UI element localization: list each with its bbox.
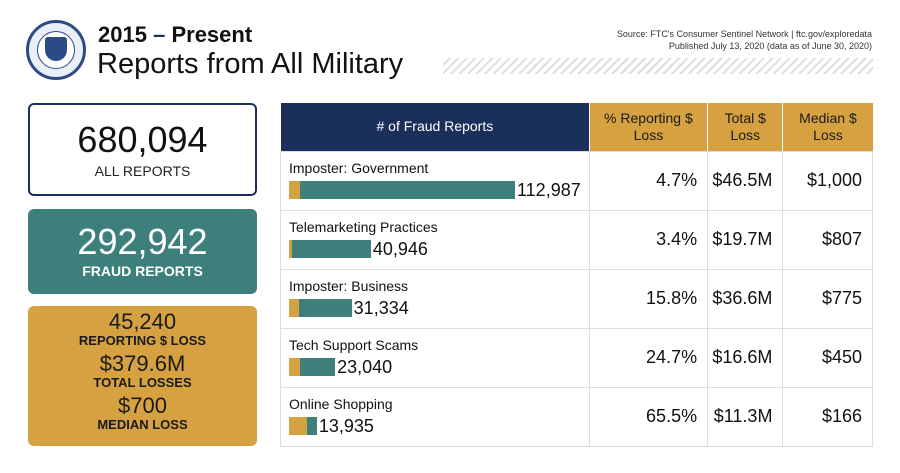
reports-bar (289, 240, 371, 258)
reports-bar (289, 181, 515, 199)
table-row: Imposter: Government 112,987 4.7% $46.5M… (280, 150, 873, 211)
pct-cell: 65.5% (588, 386, 709, 447)
median-cell: $807 (782, 209, 873, 270)
category-cell: Tech Support Scams 23,040 (280, 327, 590, 388)
header-reports: # of Fraud Reports (280, 103, 590, 151)
pct-cell: 15.8% (588, 268, 709, 329)
reports-count: 31,334 (353, 297, 409, 318)
header-total: Total $ Loss (707, 103, 783, 151)
category-name: Online Shopping (289, 395, 393, 412)
category-cell: Online Shopping 13,935 (280, 386, 590, 447)
loss-share-segment (289, 181, 300, 199)
category-cell: Telemarketing Practices 40,946 (280, 209, 590, 270)
no-loss-segment (300, 358, 336, 376)
page-title: Reports from All Military (97, 48, 404, 80)
category-cell: Imposter: Government 112,987 (280, 150, 590, 211)
pct-cell: 3.4% (588, 209, 709, 270)
loss-share-segment (289, 299, 299, 317)
header-median: Median $ Loss (782, 103, 873, 151)
category-name: Imposter: Business (289, 277, 409, 294)
median-cell: $775 (782, 268, 873, 329)
total-cell: $46.5M (707, 150, 784, 211)
table-row: Online Shopping 13,935 65.5% $11.3M $166 (280, 386, 873, 447)
loss-summary-card: 45,240 REPORTING $ LOSS $379.6M TOTAL LOSS… (28, 306, 257, 446)
category-cell: Imposter: Business 31,334 (280, 268, 590, 329)
reports-bar (289, 299, 352, 317)
fraud-table: # of Fraud Reports % Reporting $ Loss To… (280, 103, 873, 447)
category-name: Imposter: Government (289, 159, 429, 176)
all-reports-card: 680,094 ALL REPORTS (28, 103, 257, 196)
median-cell: $166 (782, 386, 873, 447)
category-name: Telemarketing Practices (289, 218, 438, 235)
ftc-seal-logo (26, 20, 86, 80)
category-name: Tech Support Scams (289, 336, 419, 353)
median-cell: $450 (782, 327, 873, 388)
loss-share-segment (289, 358, 301, 376)
pct-cell: 24.7% (588, 327, 709, 388)
date-range-heading: 2015 – Present (98, 22, 253, 47)
reports-bar (289, 417, 317, 435)
source-note: Source: FTC's Consumer Sentinel Network … (616, 29, 872, 51)
reports-count: 23,040 (337, 356, 393, 377)
pct-cell: 4.7% (588, 150, 709, 211)
reports-bar (289, 358, 336, 376)
reports-count: 112,987 (517, 179, 581, 200)
loss-share-segment (289, 240, 292, 258)
reports-count: 13,935 (318, 415, 374, 436)
no-loss-segment (299, 181, 515, 199)
total-cell: $36.6M (707, 268, 784, 329)
fraud-reports-card: 292,942 FRAUD REPORTS (28, 209, 257, 294)
total-cell: $16.6M (707, 327, 784, 388)
table-row: Tech Support Scams 23,040 24.7% $16.6M $… (280, 327, 873, 388)
decorative-hatch (443, 58, 873, 74)
median-cell: $1,000 (782, 150, 873, 211)
table-row: Imposter: Business 31,334 15.8% $36.6M $… (280, 268, 873, 329)
no-loss-segment (292, 240, 371, 258)
total-cell: $11.3M (707, 386, 784, 447)
table-row: Telemarketing Practices 40,946 3.4% $19.… (280, 209, 873, 270)
reports-count: 40,946 (372, 238, 428, 259)
no-loss-segment (298, 299, 352, 317)
no-loss-segment (307, 417, 317, 435)
total-cell: $19.7M (707, 209, 784, 270)
header-pct: % Reporting $ Loss (588, 103, 708, 151)
loss-share-segment (289, 417, 308, 435)
